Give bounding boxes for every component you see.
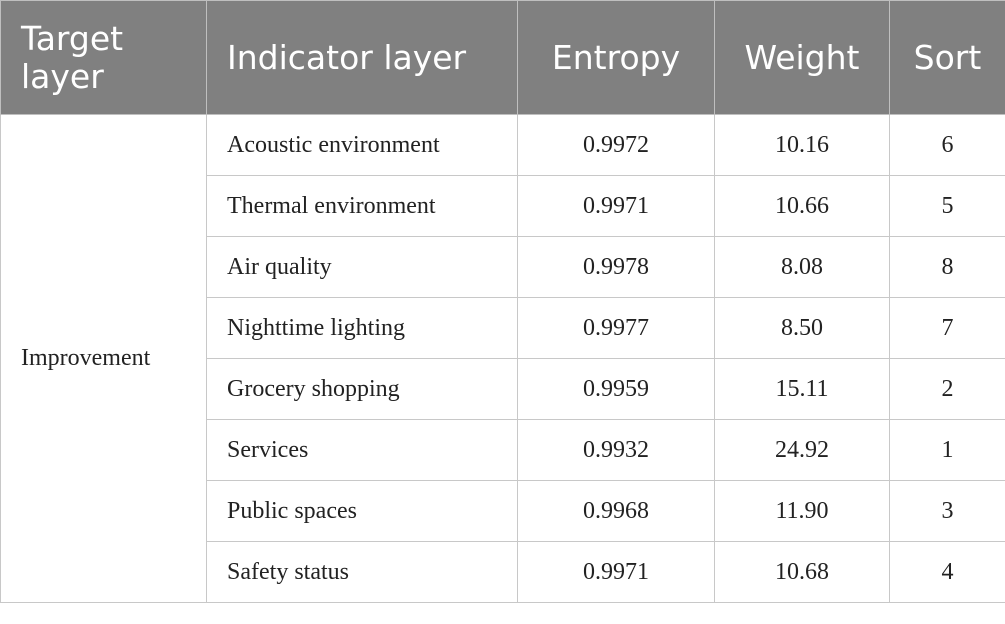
value-cell: 3 — [889, 480, 1005, 542]
value-cell: 0.9968 — [517, 480, 715, 542]
column-header: Weight — [714, 0, 890, 115]
value-cell: 0.9971 — [517, 541, 715, 603]
value-cell: 0.9971 — [517, 175, 715, 237]
value-cell: 0.9977 — [517, 297, 715, 359]
indicator-cell: Acoustic environment — [206, 114, 518, 176]
column-header: Indicator layer — [206, 0, 518, 115]
value-cell: 4 — [889, 541, 1005, 603]
value-cell: 1 — [889, 419, 1005, 481]
value-cell: 0.9959 — [517, 358, 715, 420]
value-cell: 7 — [889, 297, 1005, 359]
indicator-cell: Grocery shopping — [206, 358, 518, 420]
table-row: Grocery shopping 0.9959 15.11 2 — [1, 358, 1005, 420]
column-header: Entropy — [517, 0, 715, 115]
target-cell: Improvement — [0, 114, 207, 603]
indicator-cell: Services — [206, 419, 518, 481]
indicator-cell: Public spaces — [206, 480, 518, 542]
value-cell: 11.90 — [714, 480, 890, 542]
value-cell: 8 — [889, 236, 1005, 298]
table-row: Nighttime lighting 0.9977 8.50 7 — [1, 297, 1005, 359]
table-row: Services 0.9932 24.92 1 — [1, 419, 1005, 481]
value-cell: 5 — [889, 175, 1005, 237]
value-cell: 24.92 — [714, 419, 890, 481]
value-cell: 10.66 — [714, 175, 890, 237]
indicator-cell: Nighttime lighting — [206, 297, 518, 359]
value-cell: 0.9972 — [517, 114, 715, 176]
value-cell: 10.68 — [714, 541, 890, 603]
value-cell: 6 — [889, 114, 1005, 176]
value-cell: 0.9978 — [517, 236, 715, 298]
column-header: Sort — [889, 0, 1005, 115]
value-cell: 10.16 — [714, 114, 890, 176]
data-table: Target layer Indicator layer Entropy Weight… — [0, 0, 1005, 603]
value-cell: 0.9932 — [517, 419, 715, 481]
table-row: Improvement Acoustic environment 0.9972 10.… — [0, 114, 1005, 603]
header-row: Target layer Indicator layer Entropy Weight… — [0, 0, 1005, 115]
value-cell: 8.50 — [714, 297, 890, 359]
table-body: Improvement Acoustic environment 0.9972 10.… — [0, 114, 1005, 603]
value-cell: 8.08 — [714, 236, 890, 298]
value-cell: 2 — [889, 358, 1005, 420]
value-cell: 15.11 — [714, 358, 890, 420]
indicator-cell: Air quality — [206, 236, 518, 298]
table-row: Safety status 0.9971 10.68 4 — [1, 541, 1005, 603]
indicator-cell: Safety status — [206, 541, 518, 603]
indicator-cell: Thermal environment — [206, 175, 518, 237]
column-header: Target layer — [0, 0, 207, 115]
